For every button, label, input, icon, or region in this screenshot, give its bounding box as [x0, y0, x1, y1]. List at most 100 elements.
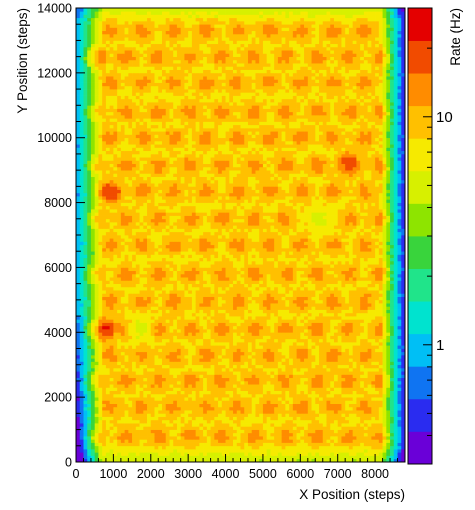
heatmap-cell: [229, 419, 234, 424]
heatmap-cell: [147, 445, 152, 450]
heatmap-cell: [315, 312, 320, 317]
heatmap-cell: [244, 387, 249, 391]
heatmap-cell: [165, 319, 170, 323]
heatmap-cell: [341, 400, 346, 404]
heatmap-cell: [337, 400, 342, 404]
heatmap-cell: [289, 316, 294, 320]
heatmap-cell: [161, 397, 167, 401]
heatmap-cell: [225, 309, 230, 314]
heatmap-cell: [210, 442, 215, 447]
heatmap-cell: [221, 410, 226, 414]
heatmap-cell: [326, 316, 331, 320]
heatmap-cell: [188, 358, 193, 362]
heatmap-cell: [154, 277, 159, 281]
heatmap-cell: [311, 406, 316, 411]
heatmap-cell: [124, 384, 129, 388]
heatmap-cell: [154, 458, 159, 463]
heatmap-cell: [150, 374, 155, 379]
heatmap-cell: [147, 429, 152, 434]
heatmap-cell: [300, 312, 305, 317]
heatmap-cell: [401, 345, 406, 349]
heatmap-cell: [147, 393, 152, 398]
heatmap-cell: [102, 309, 107, 314]
heatmap-cell: [337, 390, 342, 395]
heatmap-cell: [90, 455, 96, 460]
heatmap-cell: [128, 423, 133, 427]
heatmap-cell: [161, 277, 167, 281]
heatmap-cell: [169, 316, 174, 320]
heatmap-cell: [135, 423, 140, 427]
heatmap-cell: [382, 452, 387, 456]
heatmap-cell: [165, 303, 170, 307]
heatmap-cell: [143, 342, 148, 346]
heatmap-cell: [120, 397, 125, 401]
heatmap-cell: [393, 426, 398, 430]
heatmap-cell: [345, 387, 350, 391]
heatmap-cell: [176, 322, 182, 327]
heatmap-cell: [352, 280, 357, 284]
heatmap-cell: [397, 332, 402, 336]
heatmap-cell: [214, 390, 219, 395]
heatmap-cell: [367, 423, 372, 427]
heatmap-cell: [352, 329, 357, 333]
heatmap-cell: [386, 290, 391, 294]
heatmap-cell: [214, 442, 219, 447]
heatmap-cell: [195, 416, 200, 421]
heatmap-cell: [240, 374, 245, 379]
heatmap-cell: [165, 290, 170, 294]
heatmap-cell: [281, 423, 286, 427]
heatmap-cell: [247, 329, 253, 333]
heatmap-cell: [341, 377, 346, 382]
heatmap-cell: [128, 316, 133, 320]
heatmap-cell: [401, 377, 406, 382]
heatmap-cell: [296, 403, 301, 408]
heatmap-cell: [322, 423, 327, 427]
heatmap-cell: [236, 345, 241, 349]
heatmap-cell: [113, 332, 118, 336]
heatmap-cell: [195, 436, 200, 440]
heatmap-cell: [348, 335, 354, 340]
heatmap-cell: [244, 439, 249, 443]
heatmap-cell: [251, 283, 256, 288]
heatmap-cell: [352, 400, 357, 404]
heatmap-cell: [393, 296, 398, 301]
heatmap-cell: [113, 390, 118, 395]
heatmap-cell: [319, 403, 324, 408]
heatmap-cell: [83, 371, 88, 375]
heatmap-cell: [105, 332, 110, 336]
heatmap-cell: [247, 380, 253, 385]
heatmap-cell: [393, 380, 398, 385]
heatmap-cell: [79, 442, 84, 447]
heatmap-cell: [348, 345, 354, 349]
heatmap-cell: [333, 371, 339, 375]
heatmap-cell: [386, 393, 391, 398]
heatmap-cell: [143, 361, 148, 366]
heatmap-cell: [259, 283, 264, 288]
heatmap-cell: [247, 458, 253, 463]
heatmap-cell: [371, 303, 376, 307]
heatmap-cell: [266, 332, 271, 336]
heatmap-cell: [79, 423, 84, 427]
heatmap-cell: [161, 283, 167, 288]
heatmap-cell: [378, 384, 383, 388]
heatmap-cell: [393, 361, 398, 366]
heatmap-cell: [154, 452, 159, 456]
heatmap-cell: [79, 452, 84, 456]
heatmap-cell: [161, 325, 167, 330]
heatmap-cell: [113, 452, 118, 456]
heatmap-cell: [251, 458, 256, 463]
heatmap-cell: [218, 432, 223, 437]
heatmap-cell: [292, 449, 297, 453]
heatmap-cell: [169, 283, 174, 288]
heatmap-cell: [225, 303, 230, 307]
heatmap-cell: [150, 345, 155, 349]
heatmap-cell: [206, 439, 211, 443]
heatmap-cell: [173, 452, 178, 456]
heatmap-cell: [128, 455, 133, 460]
heatmap-cell: [390, 367, 395, 372]
heatmap-cell: [274, 283, 279, 288]
heatmap-cell: [319, 393, 324, 398]
heatmap-cell: [191, 361, 196, 366]
heatmap-cell: [360, 374, 365, 379]
heatmap-cell: [203, 374, 208, 379]
